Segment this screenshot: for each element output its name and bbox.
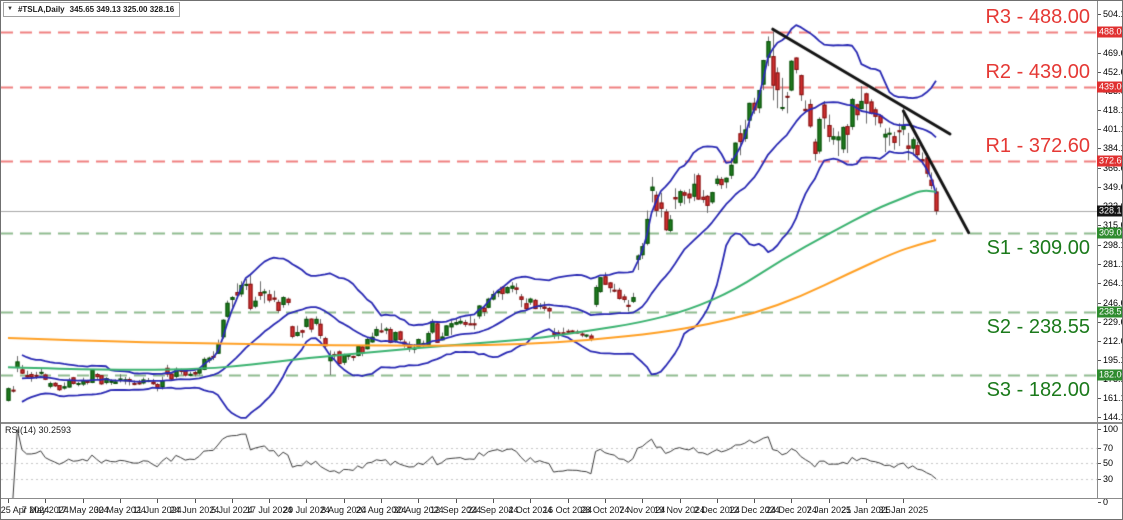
- sr-price-badge: 309.00: [1097, 227, 1122, 239]
- date-tick-mark: [717, 499, 718, 503]
- rsi-tick-label: 100: [1098, 424, 1118, 434]
- date-tick-mark: [120, 499, 121, 503]
- price-tick-label: 264.10: [1098, 278, 1122, 288]
- date-tick-label: 25 Apr 2024: [0, 505, 50, 515]
- current-price-badge: 328.16: [1097, 205, 1122, 217]
- sr-price-badge: 372.60: [1097, 155, 1122, 167]
- date-tick-mark: [680, 499, 681, 503]
- date-tick-mark: [568, 499, 569, 503]
- date-tick-label: 30 Aug 2024: [393, 505, 444, 515]
- sr-price-badge: 238.55: [1097, 306, 1122, 318]
- sr-level-label-s1[interactable]: S1 - 309.00: [986, 236, 1090, 259]
- date-tick-label: 24 Sep 2024: [467, 505, 519, 515]
- symbol-period-label: #TSLA,Daily: [17, 5, 65, 14]
- rsi-chart-canvas[interactable]: [1, 424, 1097, 498]
- panel-separator[interactable]: [1, 422, 1122, 424]
- date-tick-label: 17 Jul 2024: [245, 505, 293, 515]
- date-tick-label: 8 Aug 2024: [320, 505, 367, 515]
- date-tick-label: 12 Sep 2024: [430, 505, 482, 515]
- date-tick-mark: [493, 499, 494, 503]
- date-tick-mark: [8, 499, 9, 503]
- date-axis[interactable]: 25 Apr 2024 7 May 2024 17 May 2024 30 May 2…: [0, 499, 1122, 519]
- symbol-info-box[interactable]: ▼ #TSLA,Daily 345.65 349.13 325.00 328.1…: [3, 2, 181, 17]
- date-tick-mark: [306, 499, 307, 503]
- price-tick-label: 246.60: [1098, 298, 1122, 308]
- price-tick-label: 366.60: [1098, 163, 1122, 173]
- price-tick-label: 212.60: [1098, 336, 1122, 346]
- date-tick-mark: [456, 499, 457, 503]
- rsi-tick-label: 70: [1098, 443, 1113, 453]
- price-tick-label: 298.10: [1098, 240, 1122, 250]
- price-tick-label: 315.60: [1098, 220, 1122, 230]
- date-tick-label: 4 Oct 2024: [508, 505, 553, 515]
- date-tick-mark: [754, 499, 755, 503]
- price-tick-label: 469.60: [1098, 48, 1122, 58]
- sr-price-badge: 182.00: [1097, 369, 1122, 381]
- date-tick-label: 30 May 2024: [93, 505, 146, 515]
- price-tick-label: 161.10: [1098, 393, 1122, 403]
- sr-level-label-s3[interactable]: S3 - 182.00: [986, 379, 1090, 401]
- date-tick-label: 7 Jan 2025: [806, 505, 852, 515]
- price-tick-label: 144.10: [1098, 412, 1122, 422]
- date-tick-mark: [45, 499, 46, 503]
- rsi-indicator-label: RSI(14) 30.2593: [5, 425, 72, 435]
- date-tick-mark: [866, 499, 867, 503]
- bottom-separator: [1, 498, 1122, 499]
- date-tick-mark: [83, 499, 84, 503]
- date-tick-mark: [157, 499, 158, 503]
- date-tick-label: 24 Jun 2024: [169, 505, 220, 515]
- price-tick-label: 452.60: [1098, 67, 1122, 77]
- sr-level-label-s2[interactable]: S2 - 238.55: [986, 315, 1090, 338]
- date-tick-mark: [829, 499, 830, 503]
- date-tick-mark: [195, 499, 196, 503]
- price-tick-label: 418.10: [1098, 105, 1122, 115]
- date-tick-mark: [418, 499, 419, 503]
- price-chart-canvas[interactable]: [1, 1, 1097, 422]
- date-tick-label: 2 Dec 2024: [693, 505, 740, 515]
- date-tick-label: 29 Jul 2024: [283, 505, 330, 515]
- date-tick-label: 31 Jan 2025: [878, 505, 929, 515]
- price-tick-label: 349.60: [1098, 182, 1122, 192]
- rsi-tick-label: 50: [1098, 458, 1113, 468]
- date-tick-label: 7 Nov 2024: [619, 505, 666, 515]
- date-tick-label: 11 Jun 2024: [132, 505, 182, 515]
- date-tick-mark: [605, 499, 606, 503]
- sr-level-label-r1[interactable]: R1 - 372.60: [985, 135, 1090, 158]
- sr-level-label-r3[interactable]: R3 - 488.00: [985, 6, 1090, 28]
- price-tick-label: 504.10: [1098, 9, 1122, 19]
- chevron-down-icon[interactable]: ▼: [7, 6, 13, 12]
- date-tick-label: 20 Aug 2024: [355, 505, 407, 515]
- date-tick-label: 24 Dec 2024: [765, 505, 817, 515]
- price-tick-label: 384.10: [1098, 143, 1122, 153]
- price-tick-label: 281.10: [1098, 259, 1122, 269]
- date-tick-mark: [344, 499, 345, 503]
- date-tick-label: 17 May 2024: [56, 505, 109, 515]
- date-tick-mark: [642, 499, 643, 503]
- price-tick-label: 229.60: [1098, 317, 1122, 327]
- date-tick-label: 7 May 2024: [21, 505, 69, 515]
- date-tick-label: 21 Jan 2025: [841, 505, 891, 515]
- date-tick-mark: [903, 499, 904, 503]
- price-tick-label: 401.10: [1098, 124, 1122, 134]
- sr-price-badge: 439.00: [1097, 81, 1122, 93]
- date-tick-label: 5 Jul 2024: [211, 505, 253, 515]
- sr-price-badge: 488.00: [1097, 26, 1122, 38]
- date-tick-mark: [791, 499, 792, 503]
- price-tick-label: 195.10: [1098, 355, 1122, 365]
- date-tick-mark: [530, 499, 531, 503]
- date-tick-label: 12 Dec 2024: [728, 505, 780, 515]
- ohlc-values: 345.65 349.13 325.00 328.16: [69, 5, 175, 14]
- sr-level-label-r2[interactable]: R2 - 439.00: [985, 60, 1090, 83]
- date-tick-label: 19 Nov 2024: [653, 505, 706, 515]
- rsi-tick-label: 0: [1098, 497, 1108, 507]
- date-tick-mark: [381, 499, 382, 503]
- date-tick-mark: [269, 499, 270, 503]
- date-tick-label: 16 Oct 2024: [543, 505, 593, 515]
- date-tick-label: 28 Oct 2024: [580, 505, 630, 515]
- rsi-tick-label: 30: [1098, 474, 1113, 484]
- date-tick-mark: [232, 499, 233, 503]
